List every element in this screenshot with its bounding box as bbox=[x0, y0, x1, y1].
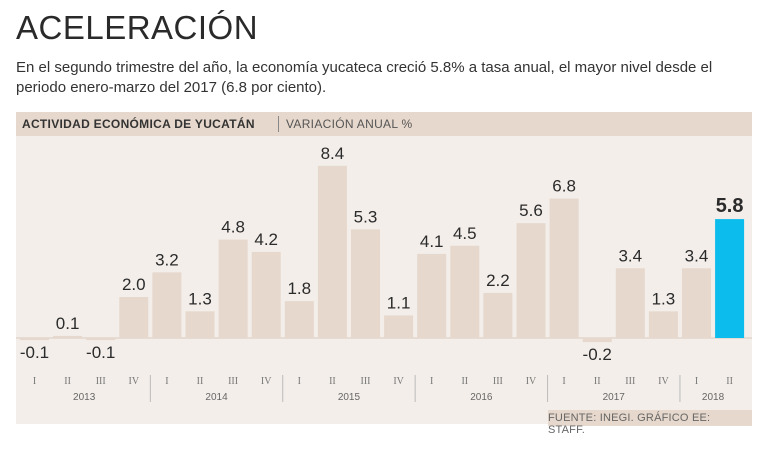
bar-15 bbox=[516, 223, 546, 338]
year-label-2018: 2018 bbox=[702, 392, 725, 403]
value-label-2: -0.1 bbox=[86, 343, 115, 362]
chart-unit-label: VARIACIÓN ANUAL % bbox=[286, 117, 413, 131]
year-label-2014: 2014 bbox=[205, 392, 228, 403]
bar-7 bbox=[251, 251, 281, 338]
value-label-12: 4.1 bbox=[420, 232, 444, 251]
chart-subtitle: En el segundo trimestre del año, la econ… bbox=[16, 59, 713, 96]
value-label-21: 5.8 bbox=[716, 195, 744, 217]
quarter-label-1: II bbox=[64, 376, 71, 387]
year-label-2016: 2016 bbox=[470, 392, 493, 403]
value-label-7: 4.2 bbox=[254, 230, 278, 249]
quarter-label-15: IV bbox=[526, 376, 537, 387]
bar-8 bbox=[284, 301, 314, 338]
bar-10 bbox=[351, 229, 380, 338]
value-label-3: 2.0 bbox=[122, 275, 146, 294]
bar-0 bbox=[20, 338, 49, 341]
bar-6 bbox=[218, 239, 248, 338]
value-label-9: 8.4 bbox=[321, 144, 345, 163]
quarter-label-7: IV bbox=[261, 376, 272, 387]
value-label-0: -0.1 bbox=[20, 343, 49, 362]
value-label-1: 0.1 bbox=[56, 314, 80, 333]
bar-5 bbox=[185, 311, 215, 338]
value-label-5: 1.3 bbox=[188, 289, 212, 308]
bar-14 bbox=[483, 292, 513, 338]
bar-12 bbox=[417, 253, 447, 338]
quarter-label-8: I bbox=[298, 376, 301, 387]
quarter-label-14: III bbox=[493, 376, 503, 387]
chart-title: ACELERACIÓN bbox=[16, 9, 259, 46]
bar-2 bbox=[86, 338, 116, 341]
quarter-label-10: III bbox=[361, 376, 371, 387]
quarter-label-18: III bbox=[625, 376, 635, 387]
quarter-label-13: II bbox=[461, 376, 468, 387]
value-label-15: 5.6 bbox=[519, 201, 543, 220]
quarter-label-9: II bbox=[329, 376, 336, 387]
quarter-label-16: I bbox=[562, 376, 565, 387]
bar-21 bbox=[715, 219, 745, 338]
value-label-20: 3.4 bbox=[685, 246, 709, 265]
value-label-4: 3.2 bbox=[155, 250, 179, 269]
bar-19 bbox=[648, 311, 678, 338]
source-text: FUENTE: INEGI. GRÁFICO EE: STAFF. bbox=[548, 412, 711, 436]
value-label-6: 4.8 bbox=[221, 218, 245, 237]
year-label-2015: 2015 bbox=[338, 392, 361, 403]
bar-17 bbox=[582, 338, 612, 343]
bar-18 bbox=[615, 268, 645, 338]
quarter-label-0: I bbox=[33, 376, 36, 387]
bar-9 bbox=[317, 165, 347, 338]
chart-panel-header: ACTIVIDAD ECONÓMICA DE YUCATÁN VARIACIÓN… bbox=[16, 112, 752, 136]
header-separator bbox=[278, 116, 279, 132]
value-label-14: 2.2 bbox=[486, 271, 510, 290]
value-label-18: 3.4 bbox=[618, 246, 642, 265]
quarter-label-6: III bbox=[228, 376, 238, 387]
bar-1 bbox=[53, 335, 83, 338]
bar-3 bbox=[119, 297, 149, 338]
value-label-13: 4.5 bbox=[453, 224, 477, 243]
value-label-10: 5.3 bbox=[354, 207, 378, 226]
quarter-label-11: IV bbox=[393, 376, 404, 387]
value-label-11: 1.1 bbox=[387, 293, 411, 312]
quarter-label-19: IV bbox=[658, 376, 669, 387]
quarter-label-2: III bbox=[96, 376, 106, 387]
bar-4 bbox=[152, 272, 182, 338]
bar-16 bbox=[549, 198, 579, 338]
quarter-label-20: I bbox=[695, 376, 698, 387]
quarter-label-21: II bbox=[726, 376, 733, 387]
value-label-8: 1.8 bbox=[287, 279, 311, 298]
quarter-label-3: IV bbox=[129, 376, 140, 387]
bar-20 bbox=[682, 268, 711, 338]
bar-13 bbox=[450, 245, 480, 338]
year-label-2013: 2013 bbox=[73, 392, 96, 403]
quarter-label-12: I bbox=[430, 376, 433, 387]
value-label-16: 6.8 bbox=[552, 177, 576, 196]
quarter-label-4: I bbox=[165, 376, 168, 387]
chart-panel: ACTIVIDAD ECONÓMICA DE YUCATÁN VARIACIÓN… bbox=[16, 112, 752, 424]
source-note: FUENTE: INEGI. GRÁFICO EE: STAFF. bbox=[548, 410, 752, 436]
chart-series-label: ACTIVIDAD ECONÓMICA DE YUCATÁN bbox=[22, 117, 255, 131]
bar-11 bbox=[384, 315, 414, 338]
year-label-2017: 2017 bbox=[603, 392, 626, 403]
value-label-17: -0.2 bbox=[583, 345, 612, 364]
value-label-19: 1.3 bbox=[652, 289, 676, 308]
quarter-label-17: II bbox=[594, 376, 601, 387]
quarter-label-5: II bbox=[197, 376, 204, 387]
